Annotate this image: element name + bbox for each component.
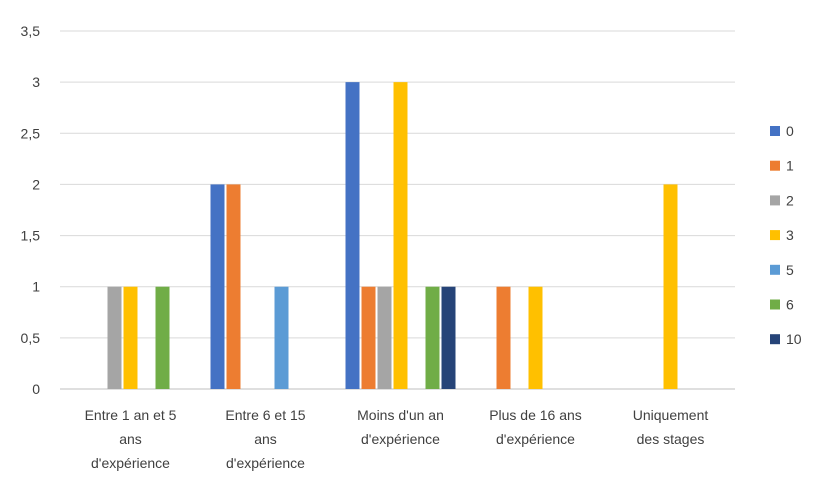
bar-series-1-cat-3: [496, 286, 511, 389]
bar-series-3-cat-0: [123, 286, 138, 389]
legend-swatch: [770, 264, 780, 275]
legend-label: 3: [786, 227, 794, 243]
y-tick-label: 2: [32, 176, 40, 192]
x-category-label: Entre 1 an et 5 ans d'expérience: [85, 407, 177, 471]
legend-swatch: [770, 334, 780, 345]
bar-series-1-cat-1: [226, 184, 241, 389]
x-category-label: Moins d'un an d'expérience: [357, 407, 444, 447]
legend-label: 10: [786, 331, 802, 347]
bar-series-10-cat-2: [441, 286, 456, 389]
y-axis-ticks: 0 0,5 1 1,5 2 2,5 3 3,5: [21, 23, 41, 397]
legend-label: 1: [786, 158, 794, 174]
bar-series-1-cat-2: [361, 286, 376, 389]
legend-swatch: [770, 230, 780, 241]
bar-series-0-cat-2: [345, 82, 360, 390]
bar-series-3-cat-3: [528, 286, 543, 389]
x-axis-categories: Entre 1 an et 5 ans d'expérience Entre 6 et…: [85, 407, 709, 471]
y-tick-label: 1: [32, 279, 40, 295]
legend-swatch: [770, 299, 780, 310]
legend-swatch: [770, 126, 780, 136]
bar-series-6-cat-2: [425, 286, 440, 389]
bar-series-2-cat-2: [377, 286, 392, 389]
legend-label: 0: [786, 123, 794, 139]
y-tick-label: 3: [32, 74, 40, 90]
bar-series-6-cat-0: [155, 286, 170, 389]
legend-label: 5: [786, 262, 794, 278]
y-tick-label: 0: [32, 381, 40, 397]
bar-series-3-cat-2: [393, 82, 408, 390]
legend-swatch: [770, 195, 780, 206]
bars: [107, 82, 678, 390]
bar-series-0-cat-1: [210, 184, 225, 389]
x-category-label: Entre 6 et 15 ans d'expérience: [225, 407, 305, 471]
bar-series-5-cat-1: [274, 286, 289, 389]
legend-label: 2: [786, 192, 794, 208]
legend-swatch: [770, 160, 780, 171]
y-tick-label: 2,5: [21, 125, 41, 141]
bar-series-2-cat-0: [107, 286, 122, 389]
legend: 0 1 2 3 5 6 10: [770, 123, 802, 347]
legend-label: 6: [786, 297, 794, 313]
y-tick-label: 1,5: [21, 228, 41, 244]
x-category-label: Plus de 16 ans d'expérience: [489, 407, 582, 447]
y-tick-label: 3,5: [21, 23, 41, 39]
x-category-label: Uniquement des stages: [633, 407, 709, 447]
bar-series-3-cat-4: [663, 184, 678, 389]
y-tick-label: 0,5: [21, 330, 41, 346]
